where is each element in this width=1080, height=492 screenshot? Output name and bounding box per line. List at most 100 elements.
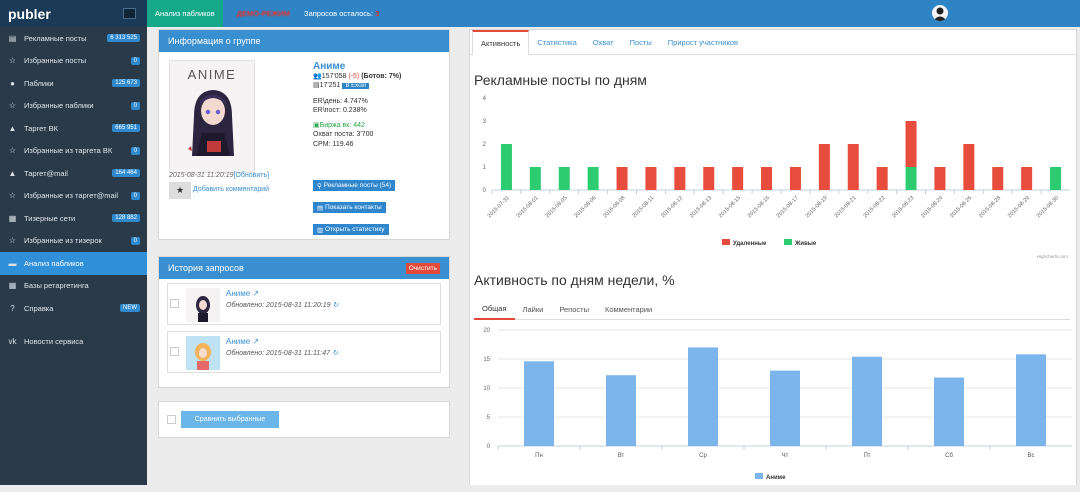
top-tab-analysis[interactable]: Анализ пабликов — [147, 0, 223, 27]
sidebar-item[interactable]: ▦ Базы ретаргетинга — [0, 275, 147, 298]
activity-tab-3[interactable]: Комментарии — [604, 304, 653, 314]
x-tick-label: Ср — [699, 453, 707, 459]
exchange-value[interactable]: Биржа вк: 442 — [319, 121, 365, 129]
sidebar-item[interactable]: ● Паблики 125 673 — [0, 72, 147, 95]
sidebar-item-label: Базы ретаргетинга — [24, 281, 89, 291]
y-tick-label: 15 — [483, 357, 490, 363]
activity-tab-2[interactable]: Репосты — [559, 304, 589, 314]
cpm-value: CPM: 119.46 — [313, 140, 354, 148]
sidebar-item-badge: 0 — [130, 236, 140, 245]
sidebar-item-badge: 125 673 — [112, 79, 140, 88]
er-day: ER\день: 4.747% — [313, 97, 368, 105]
history-item-updated: Обновлено: 2015-08-31 11:11:47 ↻ — [226, 349, 338, 357]
history-item: Аниме ↗ Обновлено: 2015-08-31 11:20:19 ↻ — [167, 283, 441, 325]
sidebar-item-label: Избранные паблики — [24, 101, 94, 111]
sidebar-item-icon: ☆ — [8, 56, 17, 66]
activity-tab-0[interactable]: Общая — [474, 298, 515, 320]
history-checkbox[interactable] — [170, 299, 179, 308]
members-delta: (-5) — [348, 72, 360, 80]
avatar[interactable] — [932, 5, 948, 21]
bar-Ср — [688, 347, 718, 446]
bar-Удаленные — [703, 167, 715, 190]
menu-toggle-icon[interactable] — [123, 8, 136, 19]
history-name-text: Аниме — [226, 289, 251, 298]
tab-3[interactable]: Посты — [629, 38, 652, 47]
tab-0[interactable]: Активность — [472, 30, 530, 55]
history-header: История запросов Очистить — [159, 257, 449, 279]
compare-button[interactable]: Сравнить выбранные — [181, 411, 279, 428]
bar-Вс — [1016, 354, 1046, 446]
open-stats-button[interactable]: ▥ Открыть статистику — [313, 224, 389, 235]
sidebar-item[interactable]: ? Справка NEW — [0, 297, 147, 320]
x-tick-label: 2015-08-30 — [1036, 195, 1060, 219]
refresh-icon[interactable]: ↻ — [332, 302, 339, 309]
demo-mode-label: ДЕМО-РЕЖИМ — [236, 9, 291, 18]
group-name[interactable]: Аниме — [313, 61, 346, 72]
activity-tab-1[interactable]: Лайки — [522, 304, 544, 314]
sidebar-item-icon: ▦ — [8, 281, 17, 291]
excel-export-button[interactable]: В Excel — [342, 83, 369, 89]
refresh-icon[interactable]: ↻ — [331, 350, 338, 357]
quota-info: Запросов осталось: 3 — [304, 9, 379, 18]
sidebar-item[interactable]: ▲ Таргет ВК 665 951 — [0, 117, 147, 140]
sidebar-item-label: Тизерные сети — [24, 213, 76, 223]
favorite-button[interactable]: ★ — [169, 182, 191, 199]
sidebar-item-label: Новости сервиса — [24, 337, 84, 347]
exchange-row: ▣Биржа вк: 442 — [313, 121, 401, 131]
history-thumb — [186, 336, 220, 370]
tab-1[interactable]: Статистика — [537, 38, 577, 47]
bar-Сб — [934, 377, 964, 446]
sidebar-item[interactable]: ☆ Избранные из таргета ВК 0 — [0, 140, 147, 163]
sidebar-item-badge: 6 313 525 — [107, 34, 140, 43]
bar-Живые — [500, 144, 512, 190]
sidebar-item[interactable]: ☆ Избранные из таргет@mail 0 — [0, 185, 147, 208]
sidebar-item-icon: ▲ — [8, 168, 17, 178]
analytics-panel: Активность Статистика Охват Посты Прирост уч… — [469, 29, 1077, 485]
history-item-name[interactable]: Аниме ↗ — [226, 289, 259, 298]
sidebar-item-icon: ▲ — [8, 123, 17, 133]
sidebar-item[interactable]: ☆ Избранные паблики 0 — [0, 95, 147, 118]
history-title: История запросов — [168, 263, 244, 273]
sidebar-item[interactable]: ▦ Тизерные сети 128 882 — [0, 207, 147, 230]
bar-Удаленные — [789, 167, 801, 190]
search-icon: ⚲ — [317, 182, 322, 190]
sidebar-item[interactable]: ☆ Избранные из тизерок 0 — [0, 230, 147, 253]
sidebar-item-icon: ☆ — [8, 236, 17, 246]
x-tick-label: 2015-08-22 — [862, 195, 886, 219]
x-tick-label: Пт — [863, 453, 870, 459]
external-link-icon: ↗ — [252, 337, 260, 346]
x-tick-label: 2015-07-31 — [487, 195, 511, 219]
weekday-activity-chart: 0 5 10 15 20 Пн Вт Ср Чт Пт Сб Вс Аниме — [483, 328, 1072, 481]
star-icon: ★ — [175, 185, 185, 195]
show-contacts-button[interactable]: ▤ Показать контакты — [313, 202, 386, 213]
bar-Удаленные — [905, 121, 917, 167]
history-checkbox[interactable] — [170, 347, 179, 356]
x-tick-label: 2015-08-24 — [920, 195, 944, 219]
sidebar-item-icon: ☆ — [8, 146, 17, 156]
sidebar-item[interactable]: ▬ Анализ пабликов — [0, 252, 147, 275]
ad-posts-button[interactable]: ⚲ Рекламные посты (54) — [313, 180, 396, 191]
add-comment-link[interactable]: Добавить комментарий — [193, 186, 270, 193]
legend-label: Живые — [794, 241, 817, 247]
sidebar-item-badge: 164 464 — [112, 169, 140, 178]
x-tick-label: 2015-08-26 — [949, 195, 973, 219]
posts-icon: ▤ — [313, 82, 320, 89]
bar-Удаленные — [732, 167, 744, 190]
sidebar-item[interactable]: ▲ Таргет@mail 164 464 — [0, 162, 147, 185]
bar-Удаленные — [818, 144, 830, 190]
sidebar-item[interactable]: ▤ Рекламные посты 6 313 525 — [0, 27, 147, 50]
compare-checkbox[interactable] — [167, 415, 176, 424]
sidebar-item[interactable]: ☆ Избранные посты 0 — [0, 50, 147, 73]
quota-label: Запросов осталось: — [304, 9, 374, 18]
logo[interactable]: publer — [8, 5, 51, 22]
tab-2[interactable]: Охват — [592, 38, 614, 47]
ad-posts-label: Рекламные посты (54) — [323, 182, 392, 189]
sidebar-item[interactable]: vk Новости сервиса — [0, 331, 147, 354]
sidebar-item-icon: ▤ — [8, 33, 17, 43]
group-date-value: 2015-08-31 11:20:19 — [169, 172, 234, 179]
clear-history-button[interactable]: Очистить — [405, 262, 440, 274]
tab-4[interactable]: Прирост участников — [667, 38, 738, 47]
history-item-name[interactable]: Аниме ↗ — [226, 337, 259, 346]
history-updated-text: Обновлено: 2015-08-31 11:20:19 — [226, 302, 331, 309]
refresh-link[interactable]: [Обновить] — [233, 172, 270, 179]
